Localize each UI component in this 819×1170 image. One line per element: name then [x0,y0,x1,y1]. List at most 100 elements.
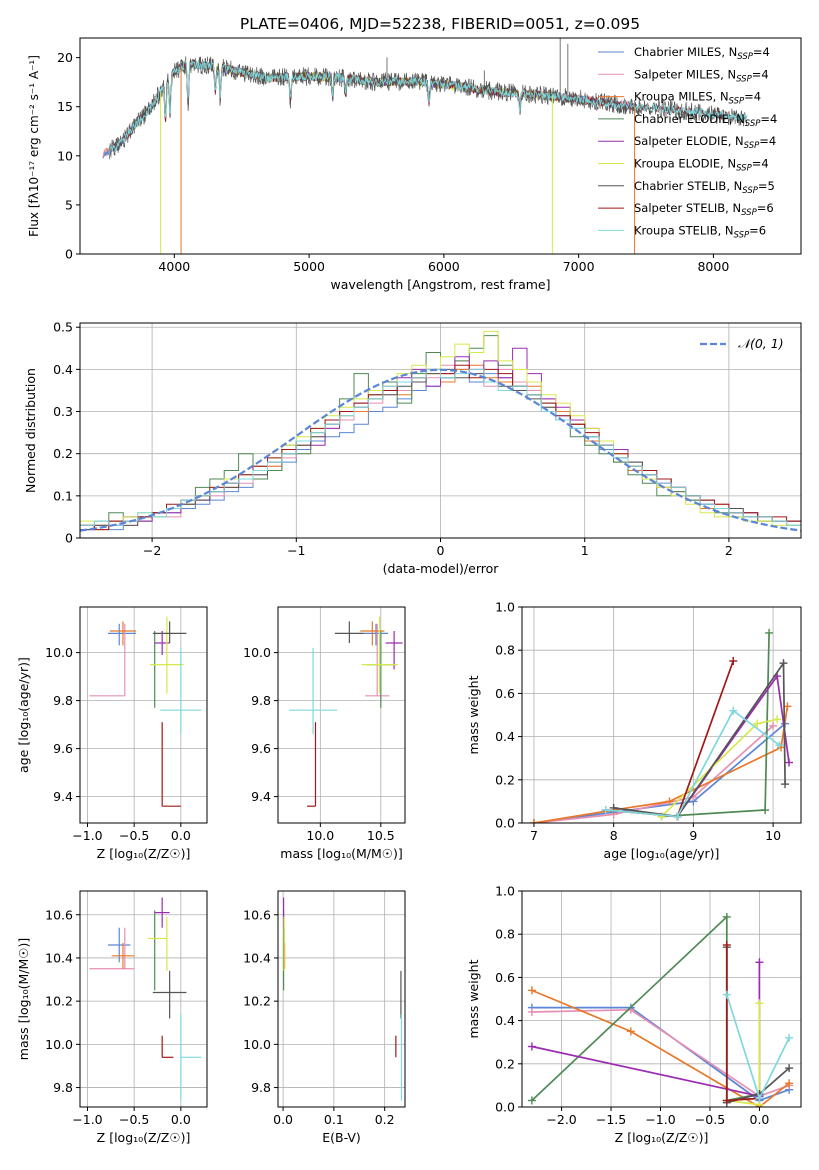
weight-marker [729,657,738,665]
y-tick-label: 9.4 [53,789,73,804]
legend-entry-subscript: SSP [737,52,753,62]
x-tick-label: 9 [689,828,697,843]
x-tick-label: 0.0 [273,1112,293,1127]
mass_vs_Z-frame [79,890,208,1108]
x-tick-label: −1.0 [72,828,102,843]
y-tick-label: 1.0 [495,600,515,615]
weight-line-chabrier-miles [533,722,786,823]
mass_vs_ebv-errorbars [282,897,403,1101]
legend-entry: Chabrier MILES, NSSP=4 [634,45,770,62]
y-tick-label: 0.2 [53,446,73,461]
weight_vs_Z-frame [521,890,802,1108]
legend-entry-tail: =4 [753,45,770,59]
legend-entry-subscript: SSP [736,74,752,84]
spectrum-panel [102,38,748,254]
y-tick-label: 10.0 [45,645,73,660]
x-tick-label: 7000 [563,259,595,274]
age_vs_Z-frame [79,606,208,824]
weight-marker [765,628,774,637]
weight_vs_Z-plot-area [527,912,794,1107]
x-tick-label: −2 [143,543,161,558]
x-tick-label: 10.5 [367,828,395,843]
weight-marker [775,741,784,750]
age_vs_Z-errorbars [89,616,202,807]
legend-entry: 𝒩(0, 1) [738,336,784,351]
spectrum-legend: Chabrier MILES, NSSP=4 Salpeter MILES, NS… [598,45,777,240]
residuals-x-axis-label: (data-model)/error [383,561,500,576]
mass_vs_Z-x-axis-label: Z [log₁₀(Z/Z☉)] [97,1130,191,1145]
y-tick-label: 0.0 [495,1100,515,1115]
y-tick-label: 0.6 [495,970,515,985]
y-tick-label: 10.0 [243,645,271,660]
legend-entry-label: Kroupa STELIB, N [634,223,734,237]
x-tick-label: 0.0 [171,828,191,843]
legend-entry: Salpeter MILES, NSSP=4 [634,67,769,84]
legend-entry-label: Salpeter ELODIE, N [634,134,744,148]
x-tick-label: 0.0 [750,1112,770,1127]
weight-marker [773,715,782,724]
age_vs_mass-plot-area [288,616,403,807]
weight-line-salpeter-stelib [605,660,735,818]
y-tick-label: 0.2 [495,1056,515,1071]
residuals-axes: −2 −1 0 1 2 0 0.1 0.2 0.3 0.4 0.5 (data-model)/erro… [23,320,802,576]
y-tick-label: 0.0 [495,816,515,831]
legend-entry-subscript: SSP [745,119,761,129]
age_vs_mass-panel [278,607,405,823]
weight-marker [781,780,790,789]
y-tick-label: 9.6 [251,741,271,756]
legend-entry-subscript: SSP [734,230,750,240]
weight_vs_Z-axes: −2.0 −1.5 −1.0 −0.5 0.0 0.0 0.2 0.4 0.6 0.8 1.0 Z [… [466,884,802,1145]
y-tick-label: 20 [57,50,73,65]
weight_vs_Z-series [527,912,794,1107]
x-tick-label: 7 [530,828,538,843]
weight-marker [729,706,738,715]
weight_vs_Z-x-axis-label: Z [log₁₀(Z/Z☉)] [615,1130,709,1145]
weight-marker [779,659,788,668]
legend-entry-label: Kroupa MILES, N [634,90,729,104]
age_vs_mass-axes: 10.0 10.5 9.4 9.6 9.8 10.0 mass [log₁₀(M/M☉)] [243,606,406,861]
legend-entry: Salpeter ELODIE, NSSP=4 [634,134,776,151]
weight_vs_age-x-axis-label: age [log₁₀(age/yr)] [604,846,720,861]
y-tick-label: 10.2 [45,994,73,1009]
y-tick-label: 0.2 [495,772,515,787]
legend-entry-tail: =4 [752,67,769,81]
weight-marker [722,990,731,999]
y-tick-label: 9.8 [251,693,271,708]
age_vs_mass-frame [277,606,406,824]
legend-entry-tail: =4 [760,112,777,126]
weight-line-kroupa-stelib [605,709,781,818]
y-tick-label: 10.6 [243,907,271,922]
legend-entry-label: Salpeter STELIB, N [634,201,741,215]
legend-entry-tail: =5 [758,179,775,193]
weight-marker [527,1042,536,1051]
x-tick-label: 8 [610,828,618,843]
x-tick-label: −0.5 [119,1112,149,1127]
weight-marker [753,719,762,728]
age_vs_Z-grid [80,607,207,823]
y-tick-label: 10.4 [243,950,271,965]
residuals-plot-area [80,330,801,538]
age_vs_Z-y-axis-label: age [log₁₀(age/yr)] [16,657,31,773]
legend-entry: Kroupa MILES, NSSP=4 [634,90,761,107]
spectrum-plot-area [102,38,748,254]
mass_vs_Z-plot-area [89,897,202,1101]
legend-entry-tail: =4 [759,134,776,148]
y-tick-label: 0.6 [495,686,515,701]
legend-entry-label: Chabrier STELIB, N [634,179,742,193]
legend-entry-tail: =6 [749,223,766,237]
x-tick-label: 1 [581,543,589,558]
y-tick-label: 0 [65,247,73,262]
x-tick-label: 10.0 [306,828,334,843]
y-tick-label: 10.6 [45,907,73,922]
legend-entry: Chabrier STELIB, NSSP=5 [634,179,775,196]
weight_vs_Z-y-axis-label: mass weight [466,959,481,1038]
weight_vs_age-y-axis-label: mass weight [466,675,481,754]
mass_vs_ebv-axes: 0.0 0.1 0.2 9.8 10.0 10.2 10.4 10.6 E(B-V) [243,890,406,1145]
weight-marker [755,958,764,967]
x-tick-label: −1.0 [645,1112,675,1127]
weight-marker [722,912,731,921]
x-tick-label: −0.5 [119,828,149,843]
mass_vs_ebv-x-axis-label: E(B-V) [322,1130,361,1145]
legend-entry-subscript: SSP [742,186,758,196]
